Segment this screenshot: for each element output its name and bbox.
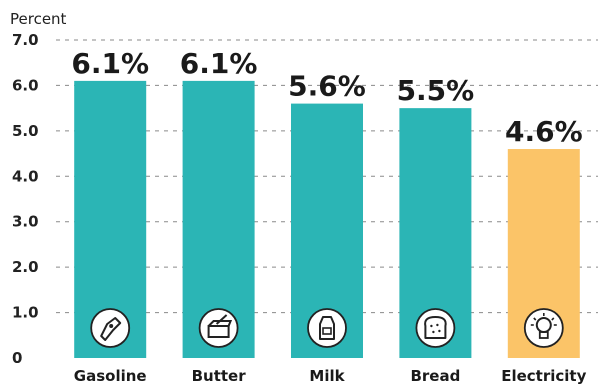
butter-icon	[198, 308, 239, 348]
category-label: Electricity	[501, 367, 586, 385]
y-tick-label: 7.0	[12, 31, 39, 49]
y-tick-label: 6.0	[12, 76, 39, 94]
y-tick-label: 3.0	[12, 213, 39, 231]
bread-icon	[415, 308, 456, 348]
category-label: Bread	[410, 367, 460, 385]
data-label: 5.5%	[397, 74, 475, 107]
y-tick-label: 1.0	[12, 304, 39, 322]
y-axis-ticks: 0 1.0 2.0 3.0 4.0 5.0 6.0 7.0	[12, 31, 39, 367]
y-tick-label: 0	[12, 349, 22, 367]
light-bulb-icon	[523, 308, 564, 348]
y-tick-label: 4.0	[12, 167, 39, 185]
data-labels: 6.1% 6.1% 5.6% 5.5% 4.6%	[71, 47, 582, 148]
data-label: 4.6%	[505, 115, 583, 148]
bars	[74, 80, 580, 359]
fuel-pump-icon	[90, 308, 131, 348]
data-label: 6.1%	[180, 47, 258, 80]
milk-carton-icon	[307, 308, 347, 348]
data-label: 5.6%	[288, 70, 366, 103]
category-label: Milk	[309, 367, 345, 385]
y-axis-label: Percent	[10, 10, 67, 28]
y-tick-label: 5.0	[12, 122, 39, 140]
category-label: Butter	[192, 367, 247, 385]
bar-icons	[90, 308, 564, 348]
y-tick-label: 2.0	[12, 258, 39, 276]
category-label: Gasoline	[74, 367, 147, 385]
category-labels: Gasoline Butter Milk Bread Electricity	[74, 367, 587, 385]
data-label: 6.1%	[71, 47, 149, 80]
